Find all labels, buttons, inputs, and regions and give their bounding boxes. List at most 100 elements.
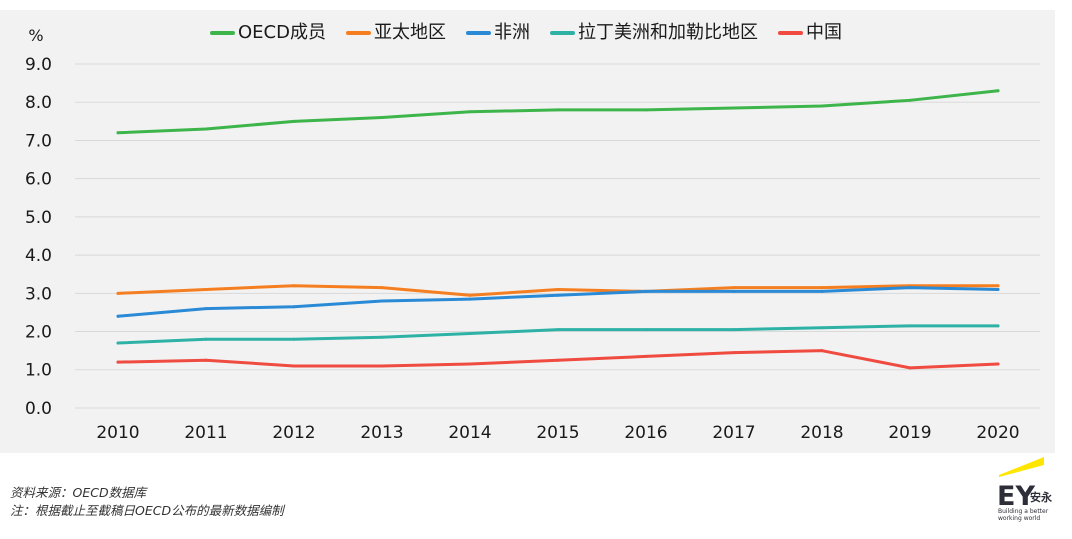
x-tick-label: 2017 [712, 423, 755, 443]
legend-label: OECD成员 [238, 22, 326, 43]
y-tick-label: 7.0 [25, 131, 52, 151]
legend-swatch [210, 31, 235, 35]
data-point [116, 131, 120, 135]
data-point [908, 286, 912, 290]
legend-item-3: 非洲 [465, 22, 530, 44]
chart-background [0, 10, 1055, 453]
data-point [556, 108, 560, 112]
series-5 [116, 349, 1000, 370]
data-point [732, 289, 736, 293]
data-point [908, 98, 912, 102]
data-point [556, 328, 560, 332]
data-point [556, 288, 560, 292]
data-point [380, 299, 384, 303]
legend-label: 拉丁美洲和加勒比地区 [577, 22, 758, 43]
data-point [732, 351, 736, 355]
series-1 [116, 89, 1000, 135]
logo-beam-icon [999, 457, 1044, 477]
x-tick-label: 2010 [96, 423, 139, 443]
legend-swatch [465, 31, 491, 35]
y-tick-label: 0.0 [25, 399, 52, 419]
legend-item-5: 中国 [777, 22, 842, 44]
y-tick-label: 6.0 [25, 170, 52, 190]
y-tick-labels: 0.0 1.0 2.0 3.0 4.0 5.0 6.0 7.0 8.0 9.0 [25, 55, 52, 419]
data-point [820, 286, 824, 290]
legend-label: 非洲 [493, 22, 530, 43]
data-point [908, 366, 912, 370]
data-point [820, 326, 824, 330]
data-point [996, 324, 1000, 328]
data-point [204, 358, 208, 362]
y-tick-label: 8.0 [25, 93, 52, 113]
data-point [468, 110, 472, 114]
legend-swatch [777, 31, 803, 35]
logo-tagline-2: working world [998, 515, 1040, 522]
data-point [204, 288, 208, 292]
x-tick-label: 2012 [272, 423, 315, 443]
legend-swatch [549, 31, 575, 35]
data-point [204, 307, 208, 311]
data-point [204, 337, 208, 341]
data-point [116, 314, 120, 318]
legend-item-2: 亚太地区 [345, 22, 446, 44]
y-tick-label: 2.0 [25, 323, 52, 343]
data-point [556, 358, 560, 362]
legend-label: 亚太地区 [373, 22, 446, 43]
legend-label: 中国 [805, 22, 842, 43]
data-point [468, 293, 472, 297]
data-point [292, 364, 296, 368]
series-4 [116, 324, 1000, 345]
data-point [820, 349, 824, 353]
data-note: 注：根据截止至截稿日OECD公布的最新数据编制 [10, 503, 284, 518]
legend-swatch [345, 31, 371, 35]
data-point [996, 284, 1000, 288]
x-tick-labels: 2010 2011 2012 2013 2014 2015 2016 2017 2018 2019… [96, 423, 1019, 443]
data-point [204, 127, 208, 131]
data-point [644, 108, 648, 112]
chart-legend: OECD成员 亚太地区 非洲 拉丁美洲和加勒比地区 中国 [210, 22, 842, 44]
logo-tagline-1: Building a better [998, 508, 1049, 515]
series-lines [116, 89, 1000, 370]
x-tick-label: 2015 [536, 423, 579, 443]
x-tick-label: 2016 [624, 423, 667, 443]
data-point [644, 354, 648, 358]
data-point [116, 360, 120, 364]
data-point [292, 337, 296, 341]
x-tick-label: 2019 [888, 423, 931, 443]
data-point [292, 119, 296, 123]
data-point [380, 364, 384, 368]
data-point [292, 284, 296, 288]
data-point [820, 289, 824, 293]
data-point [380, 116, 384, 120]
data-point [380, 286, 384, 290]
data-point [468, 362, 472, 366]
x-tick-label: 2013 [360, 423, 403, 443]
data-point [644, 328, 648, 332]
data-point [820, 104, 824, 108]
x-tick-label: 2014 [448, 423, 491, 443]
series-3 [116, 286, 1000, 318]
data-point [732, 286, 736, 290]
data-point [556, 293, 560, 297]
y-tick-label: 3.0 [25, 284, 52, 304]
logo-name-cn: 安永 [1030, 490, 1053, 504]
legend-item-4: 拉丁美洲和加勒比地区 [549, 22, 758, 44]
data-point [468, 331, 472, 335]
data-point [732, 328, 736, 332]
y-tick-label: 9.0 [25, 55, 52, 75]
y-tick-label: 4.0 [25, 246, 52, 266]
y-tick-label: 1.0 [25, 361, 52, 381]
data-point [380, 335, 384, 339]
data-point [996, 362, 1000, 366]
x-tick-label: 2020 [976, 423, 1019, 443]
x-tick-label: 2011 [184, 423, 227, 443]
data-point [996, 89, 1000, 93]
data-point [908, 324, 912, 328]
footnotes: 资料来源：OECD数据库 注：根据截止至截稿日OECD公布的最新数据编制 [10, 484, 284, 520]
legend-item-1: OECD成员 [210, 22, 326, 44]
data-point [116, 291, 120, 295]
gridlines [75, 63, 1040, 409]
logo-mark: EY [997, 481, 1035, 512]
data-point [116, 341, 120, 345]
data-point [732, 106, 736, 110]
